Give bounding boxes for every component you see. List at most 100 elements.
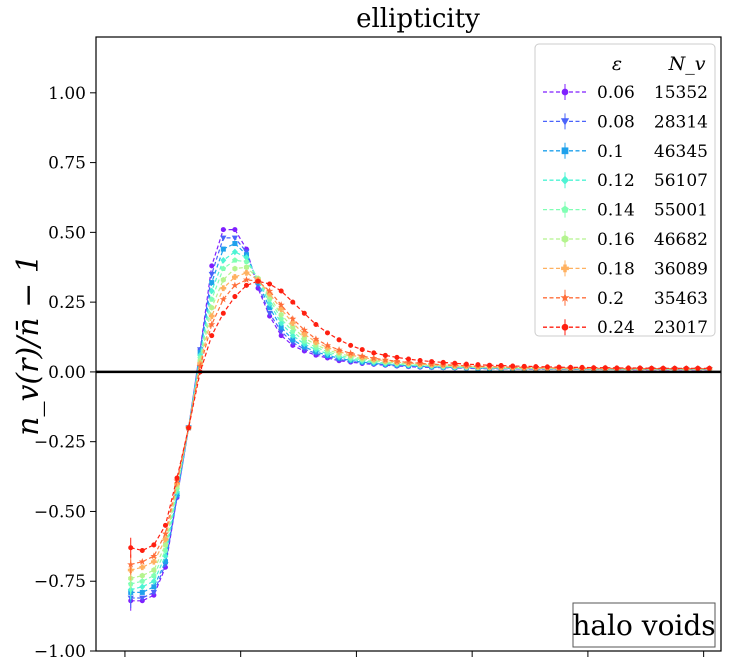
data-point [209,263,215,269]
x-axis [124,651,705,657]
data-point [290,299,296,305]
legend-n-value: 46345 [654,142,708,162]
data-point [243,249,250,256]
data-point [672,365,678,371]
legend-entry-0.06: 0.06 15352 [543,83,708,103]
legend-entry-0.18: 0.18 36089 [543,259,708,279]
series-0.24 [128,278,712,558]
data-point [289,332,296,339]
data-point [173,477,181,484]
data-point [370,354,378,362]
data-point [220,227,226,233]
legend-eps-value: 0.24 [597,318,635,338]
data-point [139,595,146,602]
y-tick-label: 1.00 [48,84,86,104]
data-point [359,347,365,353]
data-point [139,578,146,584]
data-point [463,361,469,367]
data-point [220,265,227,272]
data-point [232,227,238,233]
y-tick-label: 0.00 [48,363,86,383]
data-point [232,257,238,263]
data-point [266,310,273,317]
data-point [289,328,296,334]
legend-header-n: N_v [668,53,706,75]
data-point [683,365,689,371]
data-point [660,365,666,371]
legend-n-value: 23017 [654,318,708,338]
annotation-text: halo voids [572,609,715,642]
legend-marker [561,88,569,96]
data-point [231,235,238,242]
legend-entry-0.12: 0.12 56107 [543,171,708,191]
data-point [150,590,157,596]
data-point [208,296,215,302]
data-point [649,365,655,371]
data-point [150,552,158,560]
data-point [243,258,250,265]
data-point [232,294,238,300]
data-point [452,360,458,366]
data-point [127,560,135,568]
data-point [510,363,516,369]
y-tick-label: −0.75 [34,572,86,592]
data-point [324,330,330,336]
legend-eps-value: 0.08 [597,112,635,132]
data-point [209,304,215,311]
data-point [405,356,412,362]
data-point [301,331,308,338]
data-point [208,271,215,278]
data-point [278,319,285,327]
legend-marker [561,264,569,273]
legend-box [534,43,716,337]
data-point [556,364,562,370]
data-point [162,522,168,528]
data-point [138,557,146,565]
data-point [289,320,296,326]
legend-n-value: 46682 [654,230,708,250]
chart-title: ellipticity [356,4,480,34]
data-point [243,264,250,271]
data-point [313,321,319,327]
legend-n-value: 56107 [654,171,708,191]
legend-n-value: 15352 [654,83,708,103]
data-point [220,276,226,283]
data-point [393,357,401,365]
legend-marker [561,205,569,213]
data-point [278,306,285,313]
legend-entry-0.24: 0.24 23017 [543,318,708,338]
data-point [220,246,226,252]
legend-n-value: 35463 [654,289,708,309]
legend-eps-value: 0.14 [597,201,635,221]
data-point [255,278,261,284]
data-point [625,365,631,371]
data-point [139,548,145,554]
data-point [533,364,539,370]
data-point [162,541,168,548]
data-point [591,365,597,371]
data-point [209,280,215,286]
data-point [231,281,239,289]
data-point [220,310,226,316]
data-point [128,545,134,551]
data-point [579,364,585,370]
data-point [323,341,332,349]
legend-entry-0.14: 0.14 55001 [543,201,708,221]
data-point [498,362,504,368]
data-point [544,364,550,370]
data-point [151,572,157,579]
data-point [232,241,238,247]
legend-n-value: 36089 [654,259,708,279]
data-point [208,287,215,295]
data-point [371,350,377,356]
data-point [139,572,145,579]
data-point [161,530,170,537]
data-point [231,274,238,280]
data-point [429,359,435,365]
plot-frame [95,36,722,652]
y-axis-label: n_v(r)/n̄ − 1 [11,254,46,436]
data-point [151,542,157,548]
data-point [266,287,274,295]
